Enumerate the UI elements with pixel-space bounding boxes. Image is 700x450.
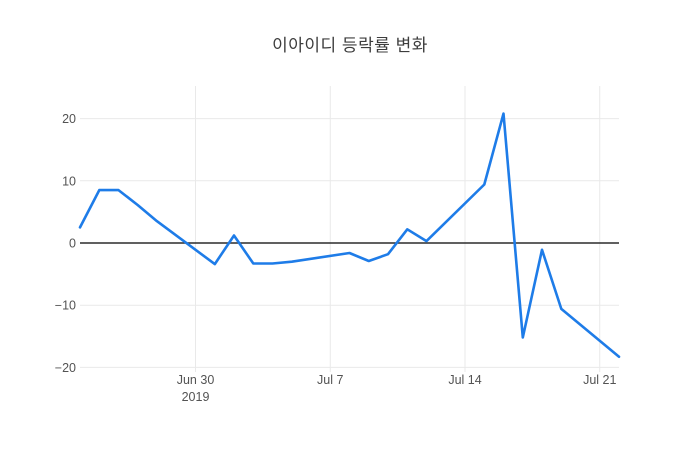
y-tick-label: 20 — [62, 112, 76, 126]
series-line — [78, 112, 621, 359]
y-tick-label: 10 — [62, 174, 76, 188]
x-tick-label: Jul 7 — [317, 373, 343, 387]
x-tick-sublabel: 2019 — [182, 390, 210, 404]
chart-title: 이아이디 등락률 변화 — [272, 36, 428, 55]
x-tick-label: Jun 30 — [177, 373, 215, 387]
y-tick-label: −10 — [55, 299, 76, 313]
x-tick-label: Jul 21 — [583, 373, 616, 387]
y-tick-label: −20 — [55, 361, 76, 375]
x-tick-label: Jul 14 — [448, 373, 481, 387]
y-tick-label: 0 — [69, 237, 76, 251]
